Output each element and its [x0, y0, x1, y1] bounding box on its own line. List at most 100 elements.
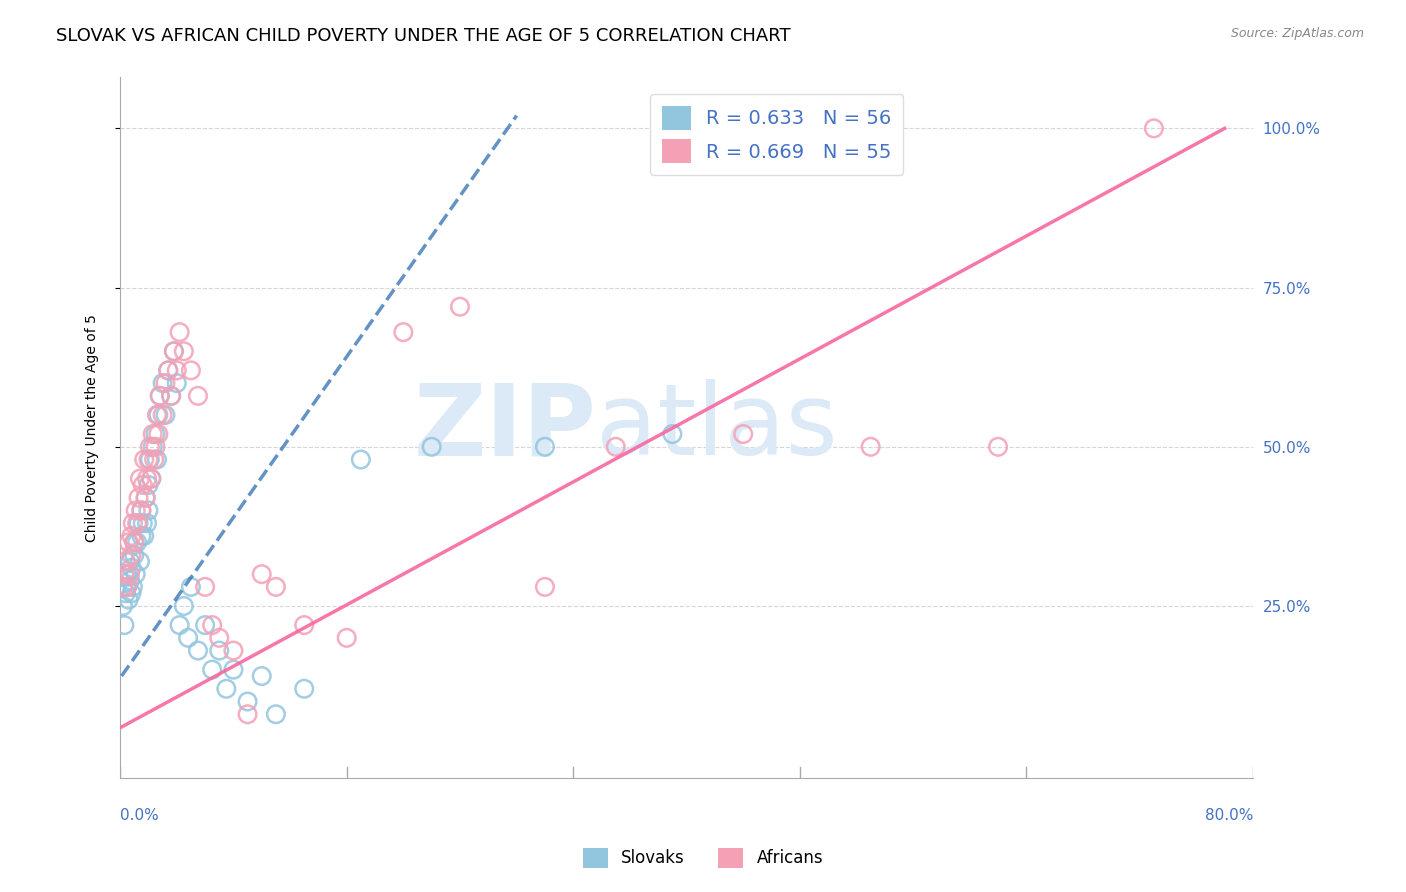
- Legend: R = 0.633   N = 56, R = 0.669   N = 55: R = 0.633 N = 56, R = 0.669 N = 55: [650, 95, 904, 175]
- Text: Source: ZipAtlas.com: Source: ZipAtlas.com: [1230, 27, 1364, 40]
- Point: [987, 440, 1010, 454]
- Point: [661, 427, 683, 442]
- Point: [118, 567, 141, 582]
- Point: [125, 567, 148, 582]
- Point: [112, 567, 135, 582]
- Point: [177, 631, 200, 645]
- Point: [132, 478, 155, 492]
- Point: [132, 516, 155, 531]
- Text: 80.0%: 80.0%: [1205, 808, 1253, 823]
- Point: [139, 452, 162, 467]
- Point: [180, 363, 202, 377]
- Point: [250, 669, 273, 683]
- Point: [114, 586, 136, 600]
- Point: [138, 503, 160, 517]
- Point: [180, 580, 202, 594]
- Text: 0.0%: 0.0%: [120, 808, 159, 823]
- Point: [111, 580, 134, 594]
- Point: [131, 503, 153, 517]
- Point: [187, 389, 209, 403]
- Point: [149, 389, 172, 403]
- Point: [143, 452, 166, 467]
- Point: [136, 472, 159, 486]
- Point: [138, 478, 160, 492]
- Point: [152, 408, 174, 422]
- Point: [208, 643, 231, 657]
- Point: [124, 535, 146, 549]
- Point: [173, 344, 195, 359]
- Point: [169, 325, 191, 339]
- Point: [222, 663, 245, 677]
- Point: [169, 618, 191, 632]
- Point: [1143, 121, 1166, 136]
- Point: [292, 618, 315, 632]
- Point: [125, 503, 148, 517]
- Point: [129, 472, 152, 486]
- Point: [166, 363, 188, 377]
- Point: [142, 427, 165, 442]
- Point: [157, 363, 180, 377]
- Point: [201, 618, 224, 632]
- Point: [208, 631, 231, 645]
- Point: [187, 643, 209, 657]
- Point: [122, 580, 145, 594]
- Point: [292, 681, 315, 696]
- Point: [138, 452, 160, 467]
- Point: [129, 554, 152, 568]
- Point: [142, 440, 165, 454]
- Point: [236, 707, 259, 722]
- Point: [148, 427, 170, 442]
- Point: [163, 344, 186, 359]
- Point: [117, 535, 139, 549]
- Point: [131, 503, 153, 517]
- Point: [264, 707, 287, 722]
- Point: [121, 586, 143, 600]
- Point: [534, 440, 557, 454]
- Point: [121, 561, 143, 575]
- Point: [250, 567, 273, 582]
- Point: [336, 631, 359, 645]
- Point: [145, 427, 167, 442]
- Point: [117, 592, 139, 607]
- Legend: Slovaks, Africans: Slovaks, Africans: [576, 841, 830, 875]
- Point: [420, 440, 443, 454]
- Point: [155, 408, 177, 422]
- Point: [115, 567, 138, 582]
- Point: [135, 491, 157, 505]
- Point: [136, 516, 159, 531]
- Point: [160, 389, 183, 403]
- Point: [148, 408, 170, 422]
- Point: [124, 548, 146, 562]
- Point: [128, 516, 150, 531]
- Y-axis label: Child Poverty Under the Age of 5: Child Poverty Under the Age of 5: [86, 314, 100, 541]
- Point: [215, 681, 238, 696]
- Point: [194, 618, 217, 632]
- Point: [134, 529, 156, 543]
- Point: [121, 529, 143, 543]
- Point: [118, 554, 141, 568]
- Point: [112, 618, 135, 632]
- Point: [534, 580, 557, 594]
- Point: [160, 389, 183, 403]
- Point: [128, 491, 150, 505]
- Point: [155, 376, 177, 390]
- Point: [166, 376, 188, 390]
- Point: [149, 389, 172, 403]
- Point: [146, 452, 169, 467]
- Point: [115, 580, 138, 594]
- Point: [194, 580, 217, 594]
- Point: [139, 440, 162, 454]
- Point: [111, 599, 134, 613]
- Point: [122, 516, 145, 531]
- Point: [127, 516, 149, 531]
- Point: [236, 694, 259, 708]
- Point: [173, 599, 195, 613]
- Point: [115, 580, 138, 594]
- Point: [392, 325, 415, 339]
- Point: [152, 376, 174, 390]
- Point: [118, 574, 141, 588]
- Point: [605, 440, 627, 454]
- Point: [264, 580, 287, 594]
- Point: [733, 427, 755, 442]
- Point: [145, 440, 167, 454]
